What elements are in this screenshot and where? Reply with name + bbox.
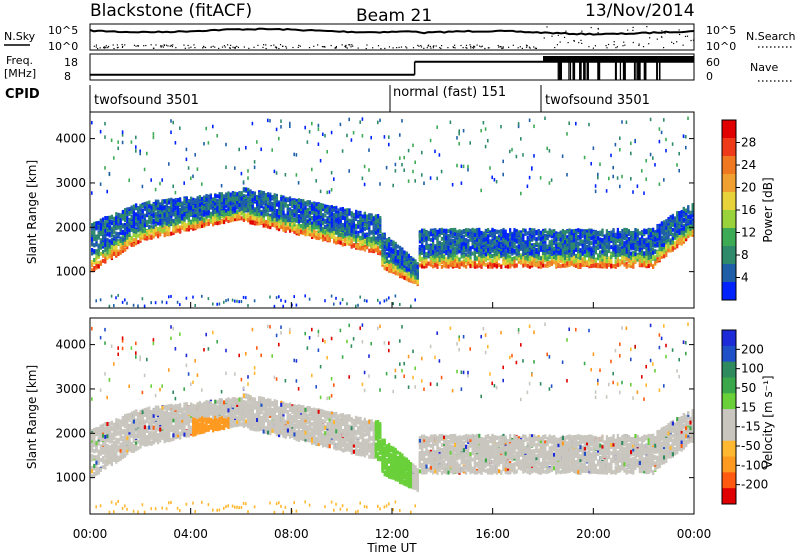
cpid-segment-2: normal (fast) 151 <box>393 85 506 100</box>
nave-tick-bottom: 0 <box>706 70 713 83</box>
power-colorbar: 28 24 20 16 12 8 4 Power [dB] <box>722 120 775 301</box>
noise-tick-bottom-left: 10^0 <box>48 40 78 53</box>
colorbar-tick-label: 8 <box>741 248 749 262</box>
y-tick-label: 2000 <box>55 426 86 440</box>
y-tick-label: 4000 <box>55 338 86 352</box>
freq-label: Freq. <box>6 54 33 67</box>
nsearch-trace <box>94 26 694 49</box>
radar-title: Blackstone (fitACF) <box>90 1 252 21</box>
frequency-panel: Freq. [MHz] 18 8 60 0 Nave <box>4 54 794 83</box>
noise-tick-top-right: 10^5 <box>706 24 736 37</box>
colorbar-tick-label: -200 <box>741 478 768 492</box>
velocity-heatmap <box>91 323 694 514</box>
nsky-label: N.Sky <box>4 30 36 43</box>
noise-tick-top-left: 10^5 <box>48 24 78 37</box>
cpid-segment-3: twofsound 3501 <box>545 93 650 108</box>
x-tick-label: 20:00 <box>576 527 611 541</box>
date-label: 13/Nov/2014 <box>585 1 695 21</box>
nsearch-label: N.Search <box>746 30 796 43</box>
x-tick-label: 04:00 <box>173 527 208 541</box>
nave-tick-top: 60 <box>706 56 720 69</box>
x-tick-label: 00:00 <box>73 527 108 541</box>
nave-label: Nave <box>750 61 778 74</box>
power-y-label: Slant Range [km] <box>25 160 39 264</box>
y-tick-label: 1000 <box>55 265 86 279</box>
colorbar-tick-label: 4 <box>741 271 749 285</box>
x-tick-label: 12:00 <box>375 527 410 541</box>
cpid-strip: CPID twofsound 3501 normal (fast) 151 tw… <box>5 85 650 112</box>
x-tick-label: 16:00 <box>475 527 510 541</box>
colorbar-tick-label: -50 <box>741 439 761 453</box>
y-tick-label: 1000 <box>55 471 86 485</box>
colorbar-tick-label: 100 <box>741 362 764 376</box>
colorbar-tick-label: 200 <box>741 342 764 356</box>
velocity-y-label: Slant Range [km] <box>25 365 39 469</box>
noise-panel: N.Sky 10^5 10^0 10^5 10^0 N.Search <box>4 24 796 53</box>
x-tick-label: 00:00 <box>677 527 712 541</box>
y-tick-label: 2000 <box>55 220 86 234</box>
velocity-colorbar-label: Velocity [m s⁻¹] <box>761 375 775 468</box>
colorbar-tick-label: -15 <box>741 420 761 434</box>
colorbar-tick-label: 24 <box>741 158 756 172</box>
nsky-trace <box>90 29 694 35</box>
y-tick-label: 4000 <box>55 132 86 146</box>
colorbar-tick-label: 15 <box>741 400 756 414</box>
cpid-segment-1: twofsound 3501 <box>94 93 199 108</box>
freq-tick-top: 18 <box>64 56 78 69</box>
frequency-trace <box>90 56 694 80</box>
y-tick-label: 3000 <box>55 176 86 190</box>
beam-label: Beam 21 <box>356 6 432 26</box>
velocity-x-axis: 00:00 04:00 08:00 12:00 16:00 20:00 00:00 <box>73 508 712 541</box>
colorbar-tick-label: 16 <box>741 203 756 217</box>
freq-unit: [MHz] <box>4 67 36 80</box>
time-axis-label: Time UT <box>366 541 417 554</box>
y-tick-label: 3000 <box>55 382 86 396</box>
power-panel: 1000 2000 3000 4000 Slant Range [km] <box>25 112 694 308</box>
colorbar-tick-label: 28 <box>741 136 756 150</box>
colorbar-tick-label: 12 <box>741 226 756 240</box>
x-tick-label: 08:00 <box>274 527 309 541</box>
noise-tick-bottom-right: 10^0 <box>706 40 736 53</box>
cpid-label: CPID <box>5 87 40 102</box>
power-colorbar-label: Power [dB] <box>761 177 775 242</box>
colorbar-tick-label: 50 <box>741 381 756 395</box>
colorbar-tick-label: 20 <box>741 181 756 195</box>
power-heatmap <box>91 117 694 308</box>
freq-tick-bottom: 8 <box>64 70 71 83</box>
